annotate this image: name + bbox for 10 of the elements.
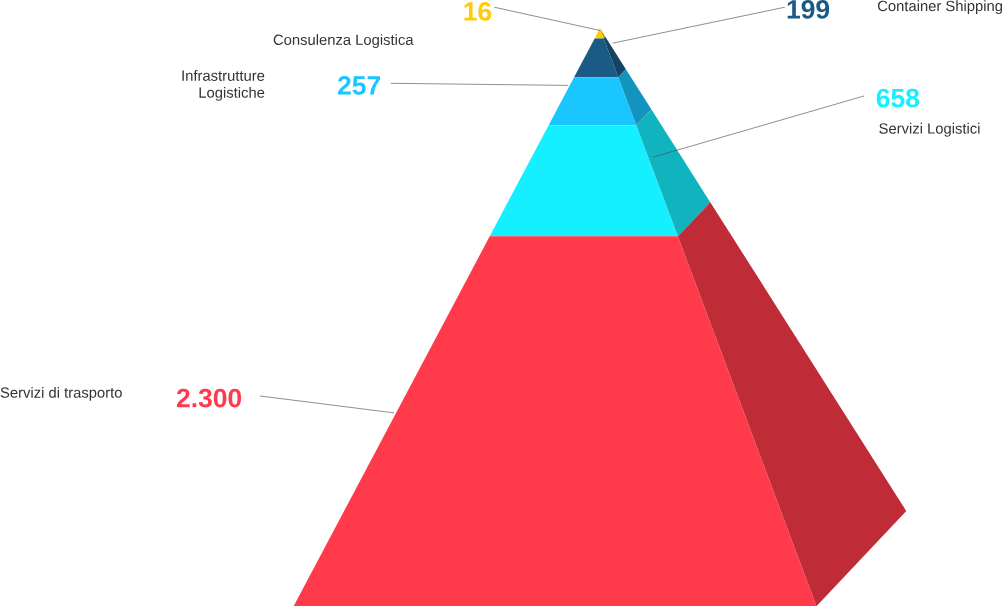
category-label: Container Shipping bbox=[877, 0, 1003, 15]
data-label: 2.300 bbox=[177, 388, 242, 408]
data-label: 257 bbox=[338, 75, 380, 95]
data-label: 658 bbox=[876, 88, 920, 108]
data-label: 16 bbox=[464, 2, 492, 21]
data-label: 199 bbox=[787, 0, 830, 19]
category-label: Servizi di trasporto bbox=[0, 386, 122, 401]
category-label: Servizi Logistici bbox=[879, 122, 980, 137]
category-label: Infrastrutture Logistiche bbox=[182, 69, 265, 101]
category-label: Consulenza Logistica bbox=[273, 34, 414, 48]
